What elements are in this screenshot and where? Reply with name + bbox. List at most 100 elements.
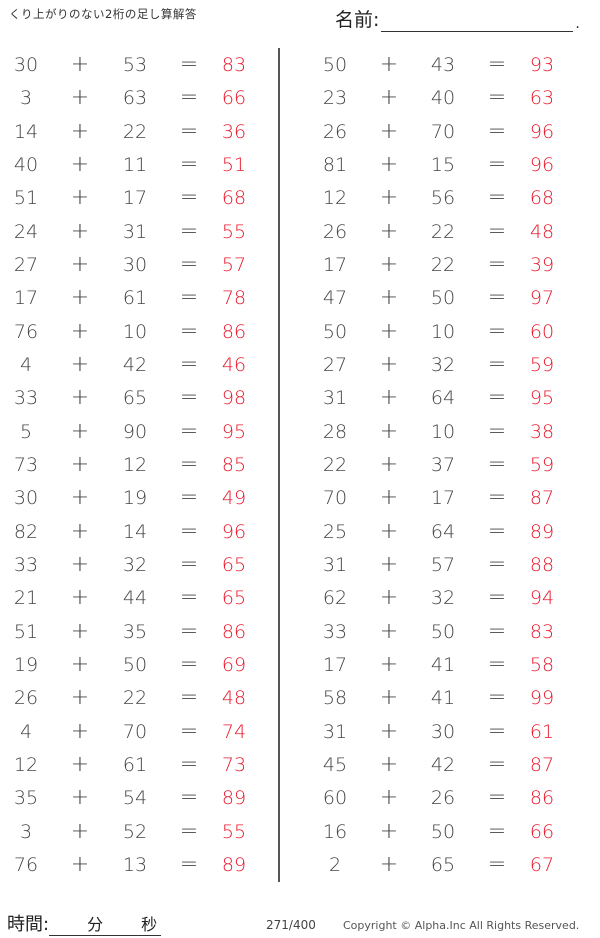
left-problem-11-equals-sign: = — [179, 385, 199, 411]
left-problem-7-addend-b: 30 — [122, 253, 148, 276]
right-problem-12-answer: 38 — [529, 420, 555, 443]
right-problem-21-addend-b: 30 — [430, 720, 456, 743]
right-problem-24-plus-sign: + — [379, 818, 399, 844]
left-problem-17-addend-a: 21 — [13, 587, 39, 610]
left-problem-24-addend-a: 3 — [19, 820, 33, 843]
left-problem-4-equals-sign: = — [179, 151, 199, 177]
left-problem-24-answer: 55 — [221, 820, 247, 843]
right-problem-6-addend-b: 22 — [430, 220, 456, 243]
right-problem-18-addend-a: 33 — [322, 620, 348, 643]
left-problem-4-addend-a: 40 — [13, 153, 39, 176]
left-problem-23-answer: 89 — [221, 787, 247, 810]
right-problem-18-answer: 83 — [529, 620, 555, 643]
right-problem-22-addend-b: 42 — [430, 753, 456, 776]
right-problem-23-addend-a: 60 — [322, 787, 348, 810]
left-problem-21-addend-a: 4 — [19, 720, 33, 743]
right-problem-4-equals-sign: = — [487, 151, 507, 177]
left-problem-25-plus-sign: + — [70, 851, 90, 877]
right-problem-6-answer: 48 — [529, 220, 555, 243]
right-problem-20-answer: 99 — [529, 687, 555, 710]
right-problem-6-plus-sign: + — [379, 218, 399, 244]
right-problem-8-addend-a: 47 — [322, 287, 348, 310]
right-problem-1-addend-a: 50 — [322, 54, 348, 76]
right-problem-1-answer: 93 — [529, 54, 555, 76]
right-problem-25-addend-a: 2 — [328, 853, 342, 876]
left-problem-10-answer: 46 — [221, 353, 247, 376]
left-problem-8-answer: 78 — [221, 287, 247, 310]
right-problem-5-addend-b: 56 — [430, 187, 456, 210]
left-problem-7-answer: 57 — [221, 253, 247, 276]
right-problem-25-addend-b: 65 — [430, 853, 456, 876]
right-problem-13-addend-a: 22 — [322, 453, 348, 476]
left-problem-17-answer: 65 — [221, 587, 247, 610]
left-problem-5-equals-sign: = — [179, 185, 199, 211]
left-problem-16-answer: 65 — [221, 553, 247, 576]
page-number: 271/400 — [266, 918, 316, 932]
left-problem-6-answer: 55 — [221, 220, 247, 243]
right-problem-2-answer: 63 — [529, 87, 555, 110]
left-problem-7-equals-sign: = — [179, 251, 199, 277]
left-problem-3-addend-a: 14 — [13, 120, 39, 143]
left-problem-15-addend-a: 82 — [13, 520, 39, 543]
left-problem-20-answer: 48 — [221, 687, 247, 710]
right-problem-12-addend-b: 10 — [430, 420, 456, 443]
left-problem-18-addend-a: 51 — [13, 620, 39, 643]
right-problem-1-plus-sign: + — [379, 52, 399, 77]
right-problem-23-answer: 86 — [529, 787, 555, 810]
right-problem-17-addend-a: 62 — [322, 587, 348, 610]
left-problem-2-equals-sign: = — [179, 85, 199, 111]
right-problem-10-addend-a: 27 — [322, 353, 348, 376]
right-problem-13-equals-sign: = — [487, 451, 507, 477]
left-problem-15-addend-b: 14 — [122, 520, 148, 543]
left-problem-10-equals-sign: = — [179, 351, 199, 377]
left-problem-16-plus-sign: + — [70, 551, 90, 577]
right-problem-6-addend-a: 26 — [322, 220, 348, 243]
left-problem-16-addend-a: 33 — [13, 553, 39, 576]
left-problem-12-equals-sign: = — [179, 418, 199, 444]
copyright: Copyright © Alpha.Inc All Rights Reserve… — [343, 919, 580, 932]
right-problem-16-addend-a: 31 — [322, 553, 348, 576]
right-problem-22-equals-sign: = — [487, 751, 507, 777]
left-problem-22-addend-a: 12 — [13, 753, 39, 776]
right-problem-9-plus-sign: + — [379, 318, 399, 344]
right-problem-12-plus-sign: + — [379, 418, 399, 444]
right-problem-12-equals-sign: = — [487, 418, 507, 444]
left-problem-19-plus-sign: + — [70, 651, 90, 677]
left-problem-19-answer: 69 — [221, 653, 247, 676]
right-problem-11-equals-sign: = — [487, 385, 507, 411]
right-problem-18-addend-b: 50 — [430, 620, 456, 643]
right-problem-17-plus-sign: + — [379, 585, 399, 611]
right-problem-14-equals-sign: = — [487, 485, 507, 511]
left-problem-25-addend-a: 76 — [13, 853, 39, 876]
right-problem-23-plus-sign: + — [379, 785, 399, 811]
left-problem-13-answer: 85 — [221, 453, 247, 476]
left-problem-19-addend-a: 19 — [13, 653, 39, 676]
left-problem-16-addend-b: 32 — [122, 553, 148, 576]
left-problem-11-answer: 98 — [221, 387, 247, 410]
left-problem-12-answer: 95 — [221, 420, 247, 443]
right-problem-5-equals-sign: = — [487, 185, 507, 211]
worksheet-title: くり上がりのない2桁の足し算解答 — [9, 7, 197, 21]
right-problem-20-addend-b: 41 — [430, 687, 456, 710]
right-problem-19-addend-a: 17 — [322, 653, 348, 676]
right-problem-3-addend-a: 26 — [322, 120, 348, 143]
right-problem-10-equals-sign: = — [487, 351, 507, 377]
right-problem-8-plus-sign: + — [379, 285, 399, 311]
left-problem-20-addend-b: 22 — [122, 687, 148, 710]
left-problem-21-answer: 74 — [221, 720, 247, 743]
left-problem-1-answer: 83 — [221, 54, 247, 76]
right-problem-10-answer: 59 — [529, 353, 555, 376]
left-problem-25-equals-sign: = — [179, 851, 199, 877]
left-problem-18-addend-b: 35 — [122, 620, 148, 643]
left-problem-10-addend-b: 42 — [122, 353, 148, 376]
right-problem-1-equals-sign: = — [487, 52, 507, 77]
left-problem-23-plus-sign: + — [70, 785, 90, 811]
right-problem-13-plus-sign: + — [379, 451, 399, 477]
right-problem-21-addend-a: 31 — [322, 720, 348, 743]
right-problem-19-plus-sign: + — [379, 651, 399, 677]
right-problem-11-addend-a: 31 — [322, 387, 348, 410]
left-problem-13-plus-sign: + — [70, 451, 90, 477]
left-problem-1-plus-sign: + — [70, 52, 90, 77]
right-problem-5-plus-sign: + — [379, 185, 399, 211]
left-problem-3-addend-b: 22 — [122, 120, 148, 143]
